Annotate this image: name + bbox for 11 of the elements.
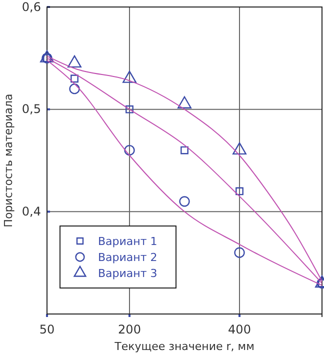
y-tick-label: 0,4	[22, 204, 41, 219]
x-axis-title: Текущее значение r, мм	[114, 340, 254, 353]
x-tick-label: 400	[228, 322, 251, 337]
legend-label: Вариант 3	[98, 267, 158, 280]
x-tick-label: 50	[39, 322, 55, 337]
legend-label: Вариант 1	[98, 235, 158, 248]
legend-label: Вариант 2	[98, 251, 158, 264]
x-tick-label: 200	[118, 322, 141, 337]
y-axis-title: Пористость материала	[2, 94, 15, 228]
y-tick-label: 0,5	[22, 102, 41, 116]
y-tick-label: 0,6	[22, 0, 41, 14]
